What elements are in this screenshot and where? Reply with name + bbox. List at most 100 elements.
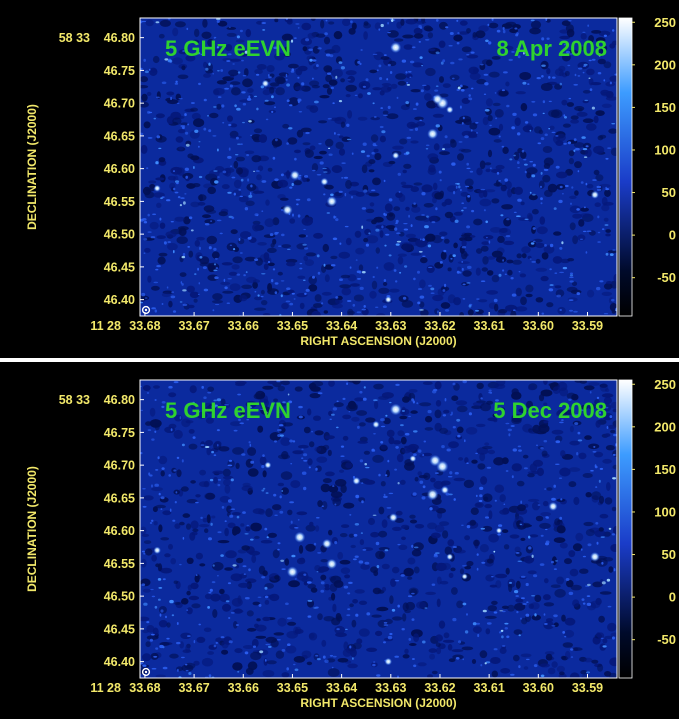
beam-symbol-icon: [141, 305, 151, 315]
colorbar: [618, 379, 633, 679]
y-tick-label: 46.55: [104, 557, 135, 571]
radio-source: [352, 477, 361, 485]
x-tick-label: 33.67: [178, 319, 209, 333]
y-tick-prefix: 58 33: [59, 31, 90, 45]
radio-source: [294, 531, 306, 543]
x-tick-label: 33.68: [129, 319, 160, 333]
radio-source: [446, 553, 454, 561]
colorbar-tick-label: 0: [669, 590, 676, 605]
colorbar-tick-label: 100: [654, 504, 676, 519]
radio-source: [261, 79, 270, 88]
colorbar-tick-label: 150: [654, 100, 676, 115]
beam-center-icon: [144, 670, 148, 674]
radio-source: [384, 296, 392, 303]
radio-source: [264, 461, 272, 469]
radio-source: [384, 657, 392, 666]
radio-source: [429, 454, 441, 467]
x-tick-prefix: 11 28: [90, 681, 121, 695]
radio-source: [326, 196, 337, 207]
radio-source: [590, 552, 600, 562]
y-axis-title: DECLINATION (J2000): [25, 104, 39, 230]
y-tick-label: 46.60: [104, 162, 135, 176]
radio-source: [548, 501, 558, 511]
x-tick-label: 33.60: [523, 681, 554, 695]
x-tick-label: 33.61: [474, 319, 505, 333]
radio-source: [290, 170, 300, 181]
radio-source: [440, 486, 449, 494]
radio-source: [320, 177, 329, 186]
radio-source: [461, 573, 468, 580]
map-label-date: 8 Apr 2008: [497, 36, 607, 61]
x-tick-label: 33.60: [523, 319, 554, 333]
radio-source: [286, 566, 298, 578]
y-tick-label: 46.50: [104, 228, 135, 242]
y-tick-label: 46.80: [104, 31, 135, 45]
y-tick-label: 46.50: [104, 590, 135, 604]
x-tick-label: 33.67: [178, 681, 209, 695]
x-axis-title: RIGHT ASCENSION (J2000): [300, 334, 456, 348]
x-tick-label: 33.64: [326, 681, 357, 695]
x-tick-prefix: 11 28: [90, 319, 121, 333]
x-tick-label: 33.63: [375, 319, 406, 333]
y-tick-label: 46.55: [104, 195, 135, 209]
top-radio-map: 250 200 150 100 50 0 -50 33.68 33.67 33.66 33.65 33…: [25, 15, 676, 348]
colorbar-tick-label: 150: [654, 462, 676, 477]
x-tick-label: 33.59: [572, 681, 603, 695]
radio-source: [427, 128, 438, 140]
radio-source: [389, 403, 402, 416]
radio-source: [153, 184, 161, 192]
y-tick-label: 46.80: [104, 393, 135, 407]
radio-source: [392, 151, 400, 160]
beam-center-icon: [144, 308, 148, 312]
y-tick-label: 46.75: [104, 64, 135, 78]
bottom-radio-map: 250 200 150 100 50 0 -50 33.68 33.67 33.66 33.65 33…: [25, 377, 676, 710]
y-tick-label: 46.65: [104, 491, 135, 505]
map-noise: [140, 18, 617, 316]
x-tick-label: 33.65: [277, 681, 308, 695]
x-tick-label: 33.59: [572, 319, 603, 333]
x-tick-label: 33.66: [228, 319, 259, 333]
y-tick-label: 46.40: [104, 655, 135, 669]
y-tick-label: 46.70: [104, 459, 135, 473]
colorbar-tick-label: -50: [657, 270, 676, 285]
x-tick-label: 33.66: [228, 681, 259, 695]
colorbar-tick-label: 200: [654, 57, 676, 72]
map-frame: [139, 17, 618, 317]
x-tick-label: 33.62: [424, 681, 455, 695]
beam-symbol-icon: [141, 667, 151, 677]
y-tick-prefix: 58 33: [59, 393, 90, 407]
map-label-instrument: 5 GHz eEVN: [165, 398, 291, 423]
x-tick-label: 33.62: [424, 319, 455, 333]
y-tick-label: 46.60: [104, 524, 135, 538]
radio-source: [282, 204, 293, 215]
map-label-instrument: 5 GHz eEVN: [165, 36, 291, 61]
radio-source: [426, 488, 439, 501]
y-axis-title: DECLINATION (J2000): [25, 466, 39, 592]
top-panel: 250 200 150 100 50 0 -50 33.68 33.67 33.66 33.65 33…: [0, 0, 679, 358]
colorbar-tick-label: 50: [662, 185, 676, 200]
radio-source: [446, 106, 454, 114]
radio-source: [372, 420, 380, 429]
panel-divider: [0, 358, 679, 362]
colorbar-tick-label: 250: [654, 377, 676, 392]
x-tick-label: 33.63: [375, 681, 406, 695]
colorbar-tick-label: 50: [662, 547, 676, 562]
bottom-panel: 250 200 150 100 50 0 -50 33.68 33.67 33.66 33.65 33…: [0, 362, 679, 719]
y-tick-label: 46.45: [104, 622, 135, 636]
colorbar: [618, 17, 633, 317]
radio-source: [153, 546, 161, 554]
y-tick-label: 46.65: [104, 129, 135, 143]
colorbar-tick-label: 0: [669, 228, 676, 243]
radio-source: [389, 513, 398, 522]
x-tick-label: 33.61: [474, 681, 505, 695]
radio-source: [390, 42, 402, 53]
colorbar-tick-label: 100: [654, 142, 676, 157]
radio-source: [322, 538, 332, 549]
y-tick-label: 46.75: [104, 426, 135, 440]
radio-source: [326, 558, 337, 570]
radio-source: [495, 527, 503, 534]
colorbar-tick-label: -50: [657, 632, 676, 647]
radio-source: [409, 455, 417, 462]
radio-source: [590, 190, 599, 199]
colorbar-tick-label: 250: [654, 15, 676, 30]
